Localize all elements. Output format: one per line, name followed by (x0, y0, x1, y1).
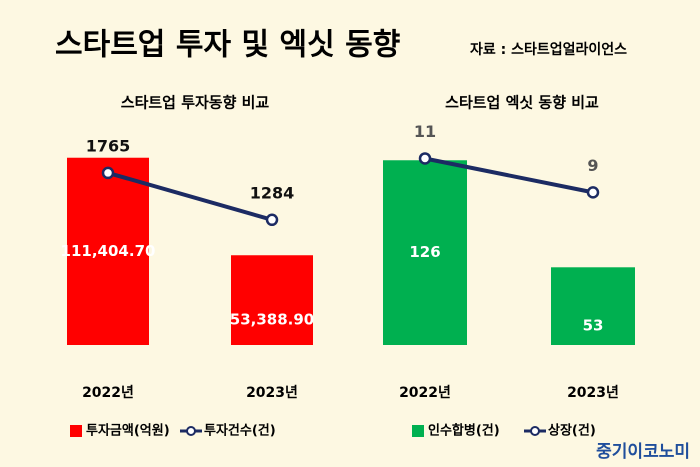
legend-marker (186, 426, 196, 436)
bar (551, 267, 635, 345)
data-label: 126 (409, 243, 440, 261)
bar (67, 157, 149, 345)
data-label: 53,388.90 (230, 311, 314, 329)
legend-label: 투자금액(억원) (86, 424, 170, 439)
source: 자료 : 스타트업얼라이언스 (470, 41, 627, 58)
legend-label: 투자건수(건) (204, 423, 276, 439)
x-tick-label: 2023년 (567, 385, 619, 401)
line (107, 170, 273, 222)
x-tick-label: 2022년 (399, 385, 451, 401)
line-marker (418, 152, 432, 165)
legend-swatch (412, 425, 424, 437)
line-marker (586, 186, 600, 199)
line (424, 156, 594, 195)
bar (231, 255, 313, 345)
x-tick-label: 2022년 (82, 385, 134, 401)
watermark: 중기이코노미 (596, 442, 690, 462)
data-label: 111,404.70 (61, 242, 156, 260)
chart-title: 스타트업 투자동향 비교 (121, 94, 270, 112)
page-title: 스타트업 투자 및 엑싯 동향 (55, 28, 400, 63)
legend-label: 인수합병(건) (428, 423, 500, 439)
line-marker (265, 213, 279, 227)
data-label: 11 (414, 122, 436, 141)
line-marker (101, 166, 115, 180)
x-tick-label: 2023년 (246, 385, 298, 401)
chart-title: 스타트업 엑싯 동향 비교 (445, 94, 599, 112)
data-label: 53 (583, 317, 604, 335)
data-label: 1284 (250, 183, 295, 202)
data-label: 1765 (86, 136, 131, 155)
legend-swatch (70, 425, 82, 437)
legend-marker (530, 426, 540, 436)
data-label: 9 (587, 156, 598, 175)
legend-label: 상장(건) (548, 423, 596, 439)
bar (383, 160, 467, 345)
